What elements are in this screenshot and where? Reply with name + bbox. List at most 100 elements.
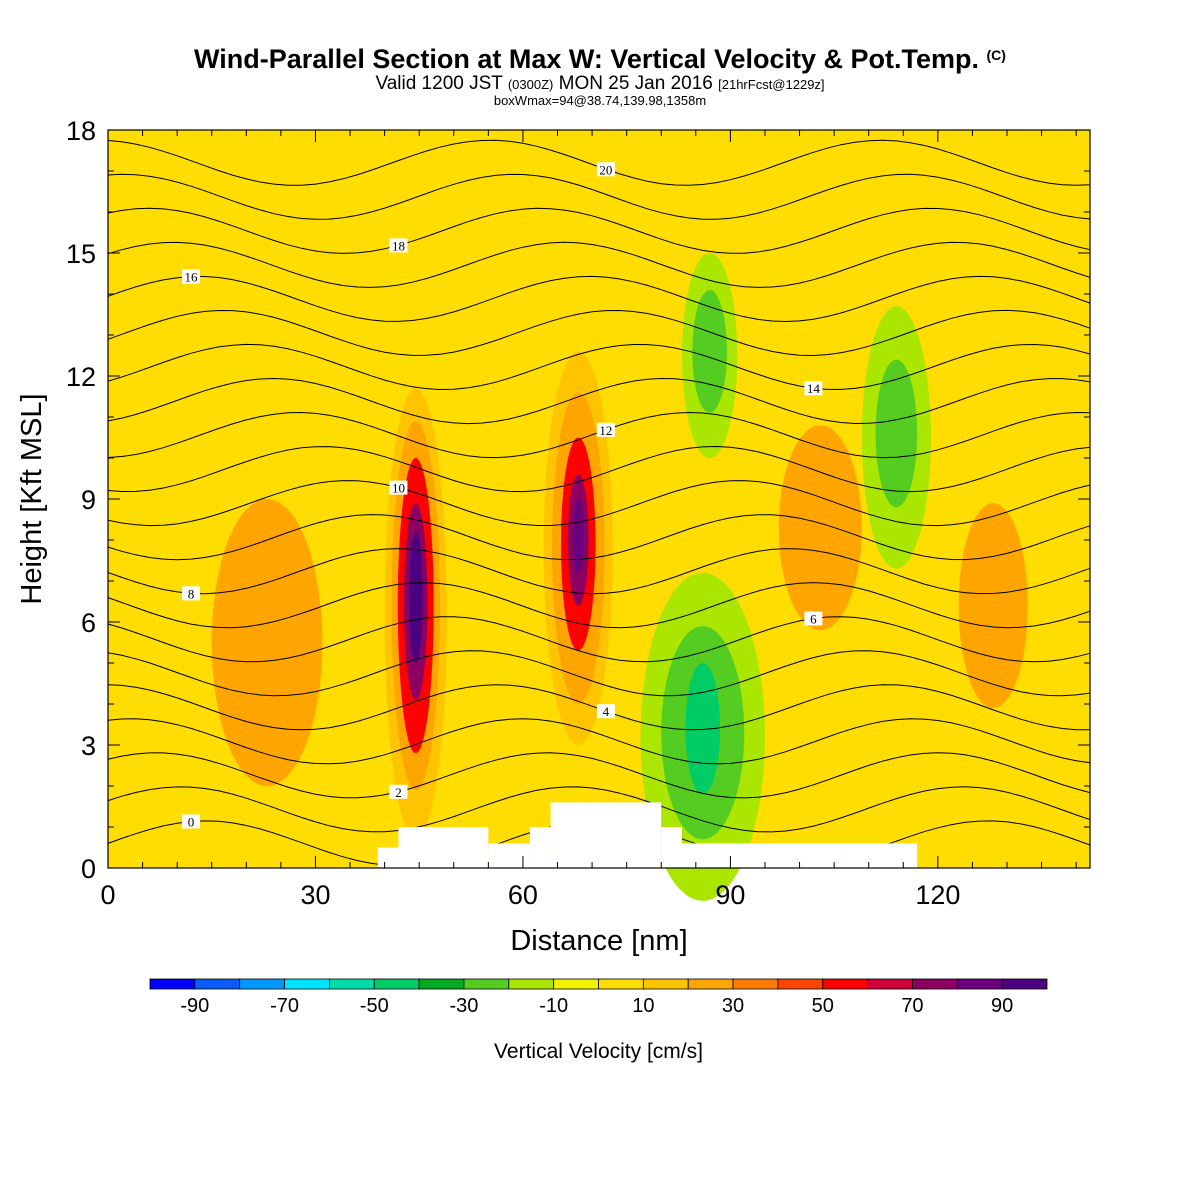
velocity-cell — [958, 503, 1028, 709]
colorbar-swatch — [642, 978, 689, 990]
isentrope-label-box — [596, 704, 615, 719]
velocity-cell — [685, 663, 721, 795]
colorbar-swatch — [373, 978, 420, 990]
isentrope-line — [107, 309, 1091, 357]
x-tick-label: 90 — [715, 880, 745, 910]
isentrope-line — [107, 650, 1091, 697]
velocity-cell — [408, 531, 423, 664]
x-tick-label: 60 — [508, 880, 538, 910]
chart-title: Wind-Parallel Section at Max W: Vertical… — [194, 44, 1006, 74]
isentrope-label: 10 — [392, 481, 405, 496]
terrain-block — [661, 827, 682, 868]
colorbar-swatch — [194, 978, 241, 990]
isentrope-line — [107, 616, 1091, 663]
terrain-block — [550, 802, 641, 868]
isentrope-line — [107, 241, 1091, 288]
colorbar-label: Vertical Velocity [cm/s] — [494, 1040, 703, 1063]
y-tick-label: 9 — [81, 485, 96, 515]
velocity-cell — [875, 359, 918, 508]
isentrope-line — [107, 752, 1091, 799]
colorbar-swatch — [239, 978, 285, 990]
velocity-cell — [572, 499, 584, 573]
colorbar-swatch — [553, 978, 599, 990]
colorbar-swatch — [598, 978, 644, 990]
colorbar-swatch — [912, 978, 958, 990]
isentrope-label: 12 — [599, 423, 612, 438]
isentrope-line — [107, 582, 1091, 629]
isentrope-label-box — [389, 238, 408, 253]
isentrope-label: 20 — [599, 162, 612, 177]
y-tick-label: 15 — [66, 239, 96, 269]
colorbar-swatch — [1001, 978, 1048, 990]
terrain-block — [488, 843, 530, 868]
isentrope-label-box — [389, 480, 408, 495]
colorbar: -90 -70 -50 -30 -10 10 30 50 70 90 Vertical Veloci… — [149, 978, 1048, 1063]
colorbar-tick-label: -50 — [360, 995, 389, 1017]
chart-subtitle: Valid 1200 JST (0300Z) MON 25 Jan 2016 [… — [375, 73, 825, 94]
isentrope-lines: 0 2 4 6 8 10 12 14 16 18 20 — [107, 139, 1091, 867]
isentrope-line — [107, 275, 1091, 323]
isentrope-line — [107, 718, 1091, 765]
colorbar-tick-label: 30 — [722, 995, 744, 1017]
isentrope-line — [107, 377, 1091, 425]
y-tick-label: 18 — [66, 116, 96, 146]
chart-box-info: boxWmax=94@38.74,139.98,1358m — [493, 93, 707, 108]
colorbar-swatch — [463, 978, 510, 990]
isentrope-label: 16 — [184, 270, 198, 285]
colorbar-swatch — [822, 978, 868, 990]
colorbar-swatch — [149, 978, 196, 990]
isentrope-line — [107, 207, 1091, 254]
isentrope-label: 8 — [188, 586, 195, 601]
velocity-cell — [778, 425, 862, 631]
isentrope-label-box — [596, 162, 615, 177]
terrain-block — [529, 827, 551, 868]
isentrope-line — [107, 445, 1091, 493]
isentrope-label-box — [804, 611, 823, 626]
colorbar-tick-label: -30 — [449, 995, 478, 1017]
x-tick-label: 30 — [300, 880, 330, 910]
colorbar-swatch — [956, 978, 1003, 990]
y-tick-label: 0 — [81, 854, 96, 884]
isentrope-label: 4 — [603, 704, 610, 719]
colorbar-swatch — [508, 978, 555, 990]
isentrope-line — [107, 173, 1091, 220]
isentrope-label: 14 — [807, 381, 821, 396]
isentrope-line — [107, 480, 1091, 527]
colorbar-tick-label: -70 — [270, 995, 299, 1017]
colorbar-tick-label: -90 — [180, 995, 209, 1017]
isentrope-line — [107, 514, 1091, 561]
terrain-block — [847, 843, 918, 868]
isentrope-label-box — [596, 422, 615, 437]
isentrope-label-box — [389, 784, 408, 799]
colorbar-swatch — [732, 978, 779, 990]
isentrope-label: 6 — [810, 611, 817, 626]
terrain-block — [398, 827, 489, 868]
colorbar-tick-label: 90 — [991, 995, 1013, 1017]
isentrope-label-box — [804, 381, 823, 396]
colorbar-tick-label: 10 — [632, 995, 654, 1017]
y-axis-label: Height [Kft MSL] — [16, 393, 48, 604]
velocity-cell — [211, 499, 323, 786]
colorbar-swatch — [284, 978, 330, 990]
isentrope-label: 18 — [392, 238, 405, 253]
y-tick-label: 6 — [81, 608, 96, 638]
x-tick-label: 120 — [915, 880, 960, 910]
isentrope-line — [107, 343, 1091, 391]
colorbar-swatch — [328, 978, 375, 990]
colorbar-swatch — [418, 978, 465, 990]
terrain-mask — [377, 802, 918, 868]
velocity-cell — [692, 289, 727, 413]
velocity-field — [108, 130, 1090, 901]
terrain-block — [640, 802, 662, 868]
colorbar-tick-label: -10 — [539, 995, 568, 1017]
isentrope-line — [107, 548, 1091, 595]
colorbar-swatch — [777, 978, 824, 990]
colorbar-tick-label: 50 — [812, 995, 834, 1017]
y-tick-label: 3 — [81, 731, 96, 761]
x-tick-label: 0 — [100, 880, 115, 910]
y-tick-label: 12 — [66, 362, 96, 392]
isentrope-label: 2 — [395, 785, 402, 800]
colorbar-tick-label: 70 — [901, 995, 923, 1017]
